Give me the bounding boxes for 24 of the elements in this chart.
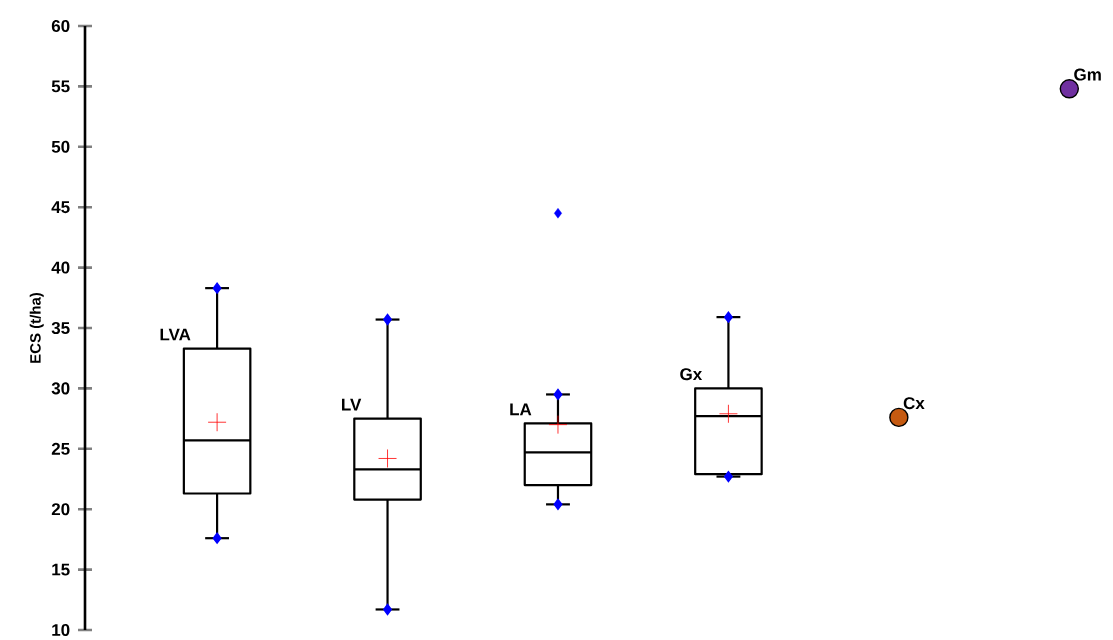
point [212,282,222,294]
y-axis-title: ECS (t/ha) [29,292,44,363]
point [553,388,563,401]
x-tick-label: LVA [160,328,191,341]
point [723,470,733,483]
point [212,532,222,544]
y-tick-label: 55 [51,80,70,93]
y-tick-label: 40 [51,261,70,274]
point [723,311,733,323]
x-tick-label: LA [510,403,532,416]
y-tick-label: 25 [51,442,70,455]
x-tick-label: LV [342,398,362,411]
y-tick-label: 30 [51,382,70,395]
y-tick-label: 50 [51,140,70,153]
y-tick-label: 20 [51,503,70,516]
y-tick-label: 45 [51,201,70,214]
y-tick-label: 10 [52,623,70,637]
y-tick-label: 60 [51,19,70,33]
point [553,498,563,511]
x-tick-label: Gx [680,368,703,381]
y-tick-label: 15 [52,563,70,576]
x-tick-label: Gm [1074,68,1101,81]
y-tick-label: 35 [51,321,70,335]
x-tick-label: Cx [903,397,925,410]
